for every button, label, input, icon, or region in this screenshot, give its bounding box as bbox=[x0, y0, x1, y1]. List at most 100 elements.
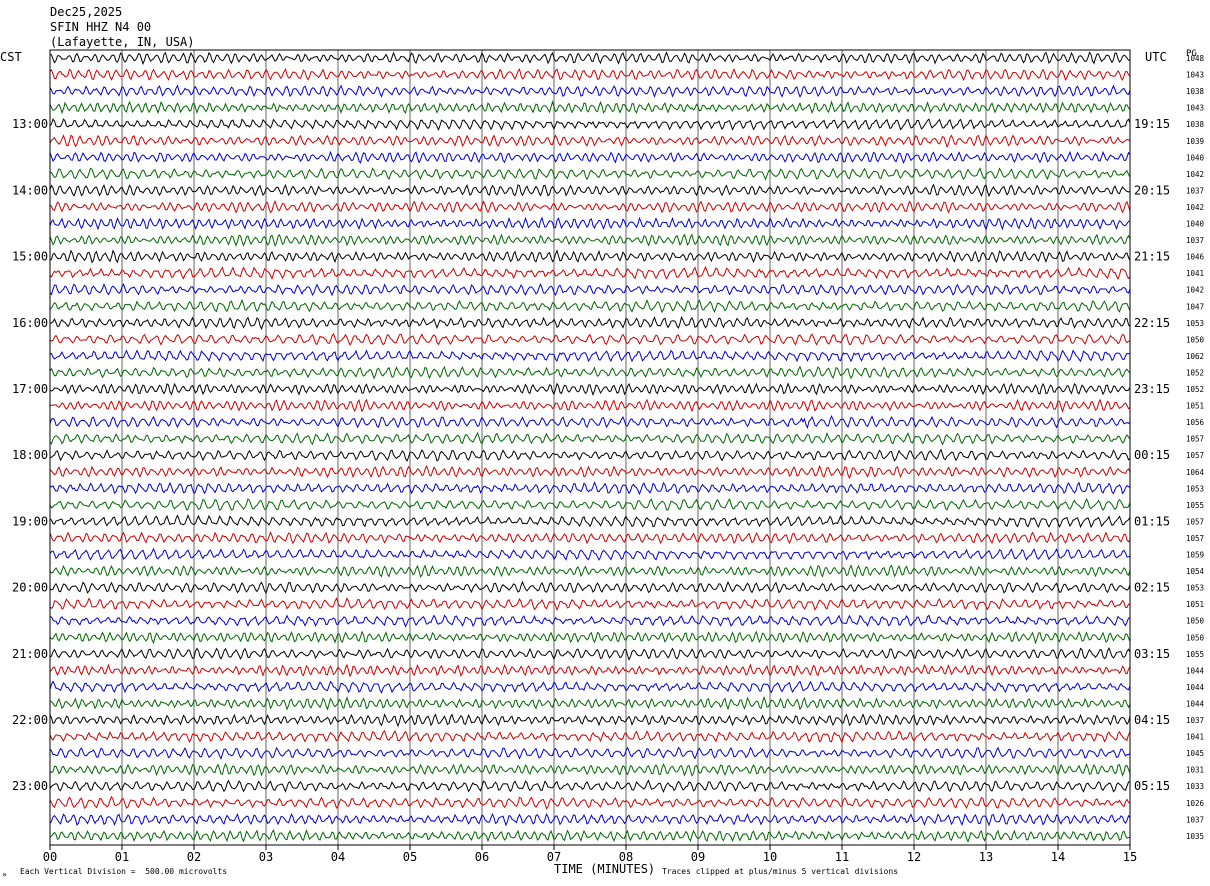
trace-mean-label: 1059 bbox=[1186, 551, 1204, 560]
trace-mean-label: 1052 bbox=[1186, 368, 1204, 377]
hour-label-right: 00:15 bbox=[1134, 448, 1170, 462]
trace-mean-label: 1044 bbox=[1186, 666, 1205, 675]
hour-label-left: 14:00 bbox=[12, 183, 48, 197]
trace-mean-label: 1037 bbox=[1186, 716, 1204, 725]
trace-line bbox=[49, 84, 1131, 98]
trace-line bbox=[49, 100, 1131, 115]
hour-label-right: 05:15 bbox=[1134, 779, 1170, 793]
trace-line bbox=[49, 167, 1131, 181]
trace-mean-label: 1048 bbox=[1186, 54, 1205, 63]
trace-line bbox=[49, 812, 1131, 827]
trace-line bbox=[49, 779, 1131, 794]
trace-mean-label: 1026 bbox=[1186, 799, 1205, 808]
trace-mean-label: 1042 bbox=[1186, 286, 1204, 295]
trace-line bbox=[49, 547, 1131, 561]
trace-mean-label: 1044 bbox=[1186, 699, 1205, 708]
trace-mean-label: 1051 bbox=[1186, 600, 1204, 609]
clip-note: Traces clipped at plus/minus 5 vertical … bbox=[662, 867, 899, 876]
trace-line bbox=[49, 398, 1131, 413]
trace-mean-label: 1057 bbox=[1186, 517, 1204, 526]
trace-mean-label: 1039 bbox=[1186, 137, 1204, 146]
trace-mean-label: 1045 bbox=[1186, 749, 1204, 758]
trace-mean-label: 1046 bbox=[1186, 253, 1205, 262]
hour-label-left: 15:00 bbox=[12, 250, 48, 264]
chart-title-location: (Lafayette, IN, USA) bbox=[50, 35, 195, 49]
trace-mean-label: 1057 bbox=[1186, 435, 1204, 444]
trace-line bbox=[49, 431, 1131, 446]
trace-line bbox=[49, 713, 1131, 728]
trace-line bbox=[49, 332, 1131, 346]
vertical-scale-note: Each Vertical Division = 500.00 microvol… bbox=[20, 867, 228, 876]
trace-mean-label: 1053 bbox=[1186, 584, 1204, 593]
x-tick-label: 09 bbox=[691, 850, 705, 864]
hour-label-right: 03:15 bbox=[1134, 647, 1170, 661]
trace-mean-label: 1043 bbox=[1186, 71, 1204, 80]
trace-mean-label: 1041 bbox=[1186, 733, 1204, 742]
trace-line bbox=[49, 150, 1131, 164]
trace-mean-label: 1044 bbox=[1186, 683, 1205, 692]
x-axis-title: TIME (MINUTES) bbox=[554, 862, 656, 876]
hour-label-right: 23:15 bbox=[1134, 382, 1170, 396]
chart-title-date: Dec25,2025 bbox=[50, 5, 123, 19]
trace-line bbox=[49, 829, 1130, 843]
trace-mean-label: 1038 bbox=[1186, 87, 1205, 96]
hour-label-right: 20:15 bbox=[1134, 183, 1170, 197]
trace-line bbox=[49, 68, 1131, 82]
trace-line bbox=[50, 448, 1131, 462]
trace-line bbox=[49, 497, 1131, 511]
trace-line bbox=[49, 382, 1131, 397]
trace-line bbox=[49, 233, 1131, 247]
trace-line bbox=[49, 216, 1131, 231]
x-tick-label: 10 bbox=[763, 850, 777, 864]
hour-label-left: 19:00 bbox=[12, 514, 48, 528]
trace-line bbox=[49, 630, 1131, 645]
trace-mean-label: 1040 bbox=[1186, 220, 1205, 229]
x-tick-label: 03 bbox=[259, 850, 273, 864]
pg-label: PG bbox=[1186, 49, 1197, 59]
trace-mean-label: 1056 bbox=[1186, 418, 1205, 427]
timezone-right-label: UTC bbox=[1145, 50, 1167, 64]
trace-mean-label: 1038 bbox=[1186, 120, 1205, 129]
trace-mean-label: 1050 bbox=[1186, 335, 1205, 344]
trace-mean-label: 1053 bbox=[1186, 484, 1204, 493]
trace-line bbox=[49, 414, 1131, 429]
trace-mean-label: 1042 bbox=[1186, 203, 1204, 212]
trace-line bbox=[49, 695, 1131, 711]
x-tick-label: 05 bbox=[403, 850, 417, 864]
hour-label-left: 22:00 bbox=[12, 713, 48, 727]
trace-line bbox=[49, 349, 1131, 363]
x-tick-label: 14 bbox=[1051, 850, 1065, 864]
hour-label-left: 16:00 bbox=[12, 316, 48, 330]
x-tick-label: 01 bbox=[115, 850, 129, 864]
trace-mean-label: 1050 bbox=[1186, 633, 1205, 642]
hour-label-right: 04:15 bbox=[1134, 713, 1170, 727]
trace-line bbox=[49, 564, 1131, 578]
trace-line bbox=[49, 298, 1131, 314]
timezone-left-label: CST bbox=[0, 50, 22, 64]
trace-line bbox=[49, 762, 1131, 777]
trace-mean-label: 1041 bbox=[1186, 269, 1204, 278]
axis-labels: 00 01 02 03 04 05 06 07 08 09 10 11 12 13 14 15 1048 1043… bbox=[12, 54, 1205, 864]
trace-mean-label: 1051 bbox=[1186, 402, 1204, 411]
trace-line bbox=[49, 283, 1131, 297]
trace-mean-label: 1047 bbox=[1186, 302, 1204, 311]
trace-mean-label: 1057 bbox=[1186, 451, 1204, 460]
trace-line bbox=[49, 729, 1131, 744]
trace-line bbox=[49, 530, 1131, 545]
trace-line bbox=[49, 663, 1131, 678]
trace-line bbox=[49, 614, 1130, 628]
hour-label-left: 23:00 bbox=[12, 779, 48, 793]
hour-label-left: 13:00 bbox=[12, 117, 48, 131]
x-tick-label: 06 bbox=[475, 850, 489, 864]
trace-line bbox=[49, 134, 1131, 149]
trace-mean-label: 1033 bbox=[1186, 782, 1204, 791]
trace-mean-label: 1037 bbox=[1186, 186, 1204, 195]
trace-mean-label: 1035 bbox=[1186, 832, 1204, 841]
trace-line bbox=[49, 365, 1131, 380]
seismic-traces bbox=[49, 51, 1131, 843]
trace-line bbox=[49, 249, 1131, 264]
trace-mean-label: 1040 bbox=[1186, 153, 1205, 162]
trace-line bbox=[49, 597, 1131, 612]
hour-label-left: 21:00 bbox=[12, 647, 48, 661]
